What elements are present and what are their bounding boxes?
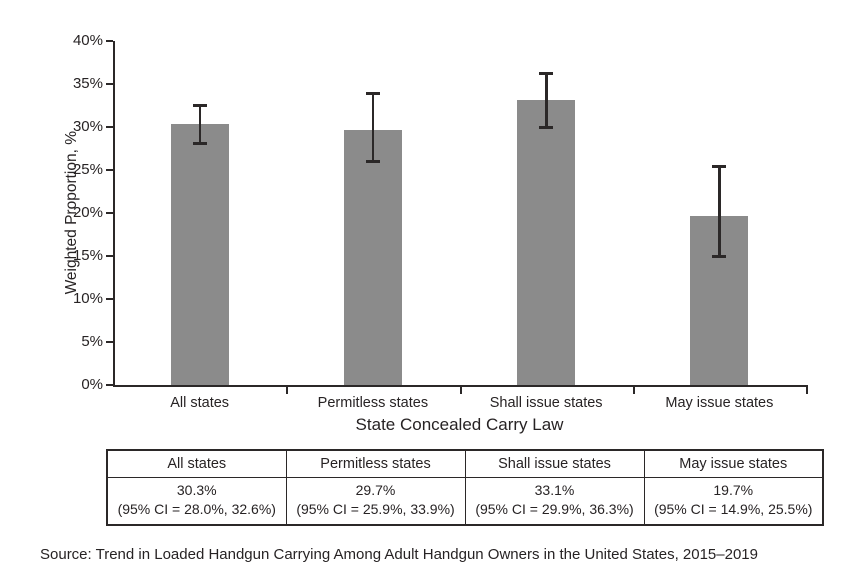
summary-table: All states Permitless states Shall issue… xyxy=(106,449,824,526)
y-axis-tick-label: 25% xyxy=(72,161,103,178)
y-axis-tick-label: 35% xyxy=(72,75,103,92)
x-category-label: May issue states xyxy=(665,395,774,411)
y-axis-tick xyxy=(106,384,113,386)
y-axis-tick-label: 30% xyxy=(72,118,103,135)
y-axis-tick-label: 20% xyxy=(72,204,103,221)
bar xyxy=(343,129,402,385)
point-estimate: 29.7% xyxy=(355,482,396,498)
table-cell-may-issue: 19.7% (95% CI = 14.9%, 25.5%) xyxy=(643,477,824,525)
table-cell-all-states: 30.3% (95% CI = 28.0%, 32.6%) xyxy=(106,477,287,525)
y-axis-title-text: Weighted Proportion, % xyxy=(63,131,80,295)
error-bar-line xyxy=(198,104,202,145)
error-bar-cap-top xyxy=(712,164,727,168)
point-estimate: 19.7% xyxy=(713,482,754,498)
confidence-interval: (95% CI = 25.9%, 33.9%) xyxy=(296,500,455,517)
x-axis-tick xyxy=(632,387,635,394)
point-estimate: 30.3% xyxy=(176,482,217,498)
error-bar-cap-top xyxy=(192,103,207,107)
y-axis-tick xyxy=(106,298,113,300)
error-bar-line xyxy=(371,93,375,163)
table-cell-permitless: 29.7% (95% CI = 25.9%, 33.9%) xyxy=(285,477,466,525)
y-axis-line xyxy=(113,41,115,387)
confidence-interval: (95% CI = 14.9%, 25.5%) xyxy=(654,500,813,517)
y-axis-tick xyxy=(106,255,113,257)
x-axis-title: State Concealed Carry Law xyxy=(355,415,564,434)
table-header-may-issue: May issue states xyxy=(643,449,824,478)
y-axis-tick-label: 10% xyxy=(72,290,103,307)
error-bar-cap-top xyxy=(539,71,554,75)
y-axis-tick xyxy=(106,169,113,171)
x-axis-tick xyxy=(806,387,808,394)
error-bar-line xyxy=(545,72,548,128)
y-axis-tick xyxy=(106,341,113,343)
bar xyxy=(517,100,576,385)
confidence-interval: (95% CI = 28.0%, 32.6%) xyxy=(117,500,276,517)
y-axis-title: Weighted Proportion, % xyxy=(60,41,84,385)
point-estimate: 33.1% xyxy=(534,482,575,498)
y-axis-tick-label: 15% xyxy=(72,247,103,264)
y-axis-tick-label: 40% xyxy=(72,32,103,49)
error-bar-cap-bottom xyxy=(539,125,554,129)
x-category-label: All states xyxy=(170,395,230,411)
bar-chart: 0% 5% 10% 15% 20% 25% 30% 35% 40% All states Permi… xyxy=(60,32,808,434)
x-axis-line xyxy=(113,385,808,387)
y-axis-tick xyxy=(106,83,113,85)
confidence-interval: (95% CI = 29.9%, 36.3%) xyxy=(475,500,634,517)
x-category-label: Permitless states xyxy=(317,395,429,411)
error-bar-cap-bottom xyxy=(712,254,727,258)
table-header-all-states: All states xyxy=(106,449,287,478)
x-axis-tick xyxy=(459,387,462,394)
y-axis-tick-label: 5% xyxy=(81,333,103,350)
table-header-row: All states Permitless states Shall issue… xyxy=(106,449,824,478)
source-caption: Source: Trend in Loaded Handgun Carrying… xyxy=(40,546,758,563)
y-axis-tick xyxy=(106,126,113,128)
error-bar-cap-top xyxy=(365,92,380,96)
error-bar-line xyxy=(718,165,721,257)
bar xyxy=(170,124,229,385)
error-bar-cap-bottom xyxy=(192,142,207,146)
x-axis-tick xyxy=(286,387,289,394)
y-axis-tick xyxy=(106,40,113,42)
y-axis-tick xyxy=(106,212,113,214)
summary-table-container: All states Permitless states Shall issue… xyxy=(106,449,824,526)
table-value-row: 30.3% (95% CI = 28.0%, 32.6%) 29.7% (95%… xyxy=(106,477,824,525)
y-axis-tick-label: 0% xyxy=(81,376,103,393)
error-bar-cap-bottom xyxy=(365,160,380,164)
table-header-permitless: Permitless states xyxy=(285,449,466,478)
x-category-label: Shall issue states xyxy=(489,395,603,411)
table-cell-shall-issue: 33.1% (95% CI = 29.9%, 36.3%) xyxy=(464,477,645,525)
table-header-shall-issue: Shall issue states xyxy=(464,449,645,478)
